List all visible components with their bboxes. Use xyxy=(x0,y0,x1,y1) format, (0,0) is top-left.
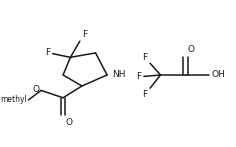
Text: F: F xyxy=(45,48,50,57)
Text: OH: OH xyxy=(211,70,225,80)
Text: O: O xyxy=(188,45,195,54)
Text: F: F xyxy=(136,72,141,81)
Text: methyl: methyl xyxy=(0,95,27,105)
Text: F: F xyxy=(142,53,148,62)
Text: NH: NH xyxy=(113,70,126,80)
Text: F: F xyxy=(142,90,148,99)
Text: O: O xyxy=(66,118,73,127)
Text: F: F xyxy=(82,30,88,39)
Text: O: O xyxy=(32,85,39,94)
